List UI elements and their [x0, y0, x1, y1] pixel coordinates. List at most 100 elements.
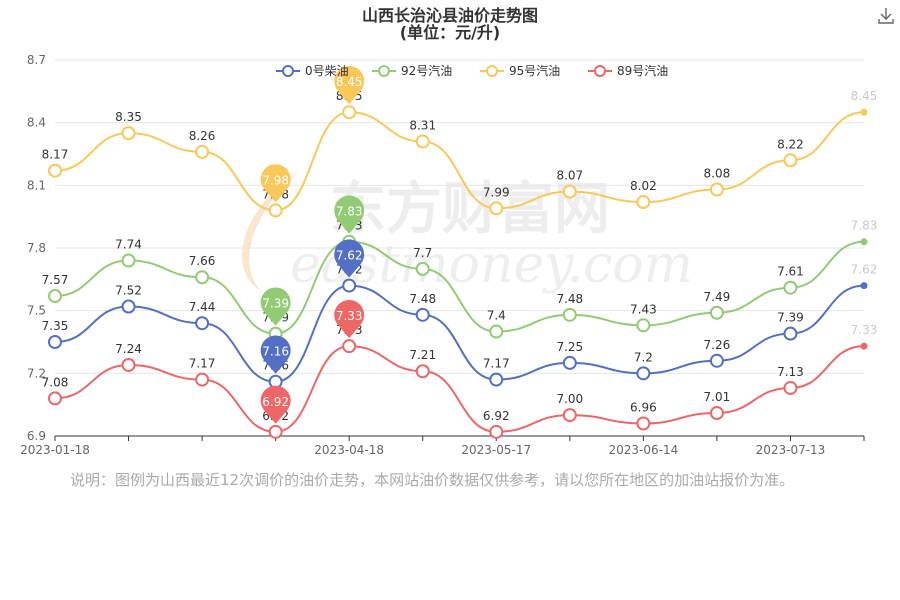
data-label: 7.21 [409, 348, 436, 362]
data-point[interactable] [562, 408, 577, 423]
data-point[interactable] [636, 366, 651, 381]
data-point[interactable] [860, 342, 868, 350]
legend-marker [486, 65, 498, 77]
data-point[interactable] [636, 416, 651, 431]
data-point[interactable] [860, 282, 868, 290]
legend-marker [378, 65, 390, 77]
data-label: 7.62 [851, 263, 878, 277]
data-point[interactable] [48, 163, 62, 178]
y-tick-label: 7.2 [27, 366, 46, 380]
legend-item[interactable]: 95号汽油 [480, 63, 560, 78]
data-label: 6.96 [630, 400, 657, 414]
data-label: 7.52 [115, 283, 142, 297]
marker-label: 7.39 [262, 297, 289, 311]
data-label: 7.08 [42, 375, 69, 389]
data-point[interactable] [489, 372, 504, 387]
marker-label: 7.83 [336, 205, 363, 219]
y-tick-label: 8.1 [27, 178, 46, 192]
marker-pin-shape [260, 164, 291, 203]
data-point[interactable] [783, 380, 798, 395]
legend-item[interactable]: 89号汽油 [588, 63, 668, 78]
data-point[interactable] [709, 406, 724, 421]
data-point[interactable] [121, 357, 136, 372]
data-label: 7.7 [413, 246, 432, 260]
data-point[interactable] [489, 424, 504, 439]
chart-title: 山西长治沁县油价走势图 [361, 6, 538, 25]
data-label: 8.02 [630, 179, 657, 193]
data-label: 7.33 [851, 323, 878, 337]
data-label: 7.26 [704, 338, 731, 352]
data-label: 7.43 [630, 302, 657, 316]
data-label: 8.45 [851, 89, 878, 103]
data-point[interactable] [709, 353, 724, 368]
data-point[interactable] [195, 270, 210, 285]
marker-pin-shape [260, 287, 291, 326]
watermark-brand: 东方财富网 [330, 177, 610, 242]
legend-marker [594, 65, 606, 77]
chart-subtitle: (单位：元/升) [399, 23, 501, 42]
legend-label: 89号汽油 [617, 63, 668, 78]
data-point[interactable] [562, 355, 577, 370]
marker-pin-shape [334, 195, 365, 234]
legend-label: 0号柴油 [305, 64, 349, 78]
data-label: 7.2 [634, 350, 653, 364]
data-label: 7.17 [189, 357, 216, 371]
data-point[interactable] [415, 364, 430, 379]
data-point[interactable] [415, 134, 430, 149]
data-point[interactable] [121, 299, 136, 314]
marker-pin: 7.83 [334, 195, 365, 234]
data-label: 7.61 [777, 265, 804, 279]
x-tick-label: 2023-04-18 [314, 443, 384, 457]
data-point[interactable] [783, 280, 798, 295]
x-tick-label: 2023-05-17 [461, 443, 531, 457]
data-point[interactable] [195, 144, 210, 159]
data-point[interactable] [709, 182, 724, 197]
x-tick-label: 2023-01-18 [20, 443, 90, 457]
y-tick-label: 7.5 [27, 304, 46, 318]
data-point[interactable] [562, 184, 577, 199]
data-point[interactable] [860, 238, 868, 246]
data-point[interactable] [195, 316, 210, 331]
data-label: 7.35 [42, 319, 69, 333]
legend: 0号柴油 92号汽油 95号汽油 89号汽油 [276, 63, 668, 78]
data-point[interactable] [268, 203, 283, 218]
marker-label: 6.92 [262, 395, 289, 409]
data-point[interactable] [121, 253, 136, 268]
data-point[interactable] [415, 261, 430, 276]
data-point[interactable] [121, 126, 136, 141]
data-point[interactable] [636, 318, 651, 333]
data-point[interactable] [562, 307, 577, 322]
data-point[interactable] [489, 201, 504, 216]
data-point[interactable] [342, 278, 357, 293]
data-point[interactable] [783, 153, 798, 168]
data-point[interactable] [195, 372, 210, 387]
data-point[interactable] [48, 391, 62, 406]
legend-item[interactable]: 0号柴油 [276, 64, 349, 78]
data-point[interactable] [489, 324, 504, 339]
marker-pin: 8.45 [334, 66, 365, 105]
data-label: 7.44 [189, 300, 216, 314]
data-label: 6.92 [483, 409, 510, 423]
data-point[interactable] [342, 105, 357, 120]
y-tick-label: 8.4 [27, 116, 46, 130]
data-label: 8.31 [409, 118, 436, 132]
data-label: 7.83 [851, 219, 878, 233]
data-point[interactable] [48, 289, 62, 304]
marker-label: 7.62 [336, 249, 363, 263]
data-point[interactable] [783, 326, 798, 341]
data-label: 7.74 [115, 238, 142, 252]
data-point[interactable] [342, 339, 357, 354]
data-point[interactable] [268, 424, 283, 439]
data-label: 8.22 [777, 137, 804, 151]
data-point[interactable] [415, 307, 430, 322]
data-point[interactable] [636, 195, 651, 210]
data-point[interactable] [860, 108, 868, 116]
data-label: 7.01 [704, 390, 731, 404]
data-point[interactable] [709, 305, 724, 320]
legend-item[interactable]: 92号汽油 [372, 63, 452, 78]
data-point[interactable] [48, 335, 62, 349]
data-label: 7.39 [777, 311, 804, 325]
download-icon[interactable] [876, 6, 896, 26]
chart-note: 说明：图例为山西最近12次调价的油价走势，本网站油价数据仅供参考，请以您所在地区… [70, 471, 795, 489]
x-tick-label: 2023-06-14 [608, 443, 678, 457]
